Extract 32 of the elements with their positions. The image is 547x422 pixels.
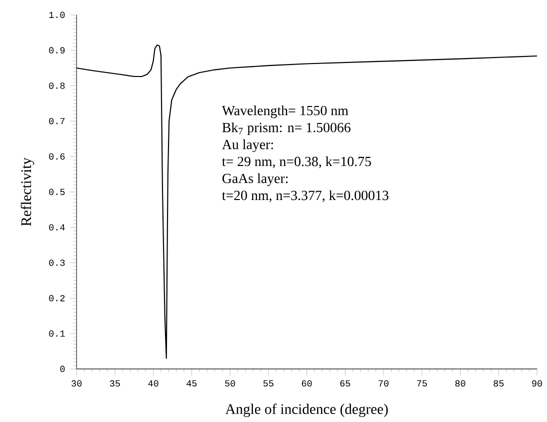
- annotation: GaAs layer:: [222, 174, 288, 186]
- x-tick-label: 60: [302, 380, 312, 387]
- y-tick-label: 0.7: [49, 118, 65, 124]
- annotation: t=20 nm, n=3.377, k=0.00013: [222, 190, 388, 202]
- x-tick-label: 35: [110, 380, 120, 387]
- x-tick-label: 70: [378, 380, 389, 387]
- x-tick-label: 85: [494, 380, 504, 387]
- x-tick-label: 30: [72, 380, 82, 387]
- y-tick-label: 0.2: [49, 295, 65, 302]
- y-tick-label: 0.8: [49, 82, 65, 90]
- annotation: Wavelength= 1550 nm: [222, 106, 348, 118]
- y-axis-title: Reflectivity: [20, 158, 34, 226]
- annotation: t= 29 nm, n=0.38, k=10.75: [222, 156, 371, 168]
- annotation: Au layer:: [222, 140, 273, 152]
- y-tick-label: 0.6: [49, 154, 65, 160]
- y-tick-label: 1.0: [49, 12, 65, 18]
- x-tick-label: 45: [186, 380, 197, 387]
- x-tick-label: 80: [455, 380, 466, 387]
- x-axis-title: Angle of incidence (degree): [225, 404, 388, 418]
- x-tick-label: 65: [340, 380, 350, 387]
- y-tick-label: 0.9: [49, 47, 65, 54]
- x-tick-label: 50: [225, 380, 236, 387]
- x-tick-label: 90: [532, 380, 542, 387]
- x-tick-label: 55: [263, 380, 274, 387]
- annotation: Bk$_{7}$ prism: n= 1.50066: [222, 122, 351, 136]
- y-tick-label: 0.5: [49, 188, 65, 196]
- y-tick-label: 0.3: [49, 260, 65, 266]
- y-tick-label: 0: [60, 366, 65, 372]
- x-tick-label: 40: [148, 380, 158, 387]
- x-tick-label: 75: [417, 380, 427, 387]
- y-tick-label: 0.4: [49, 224, 65, 231]
- y-tick-label: 0.1: [49, 330, 65, 337]
